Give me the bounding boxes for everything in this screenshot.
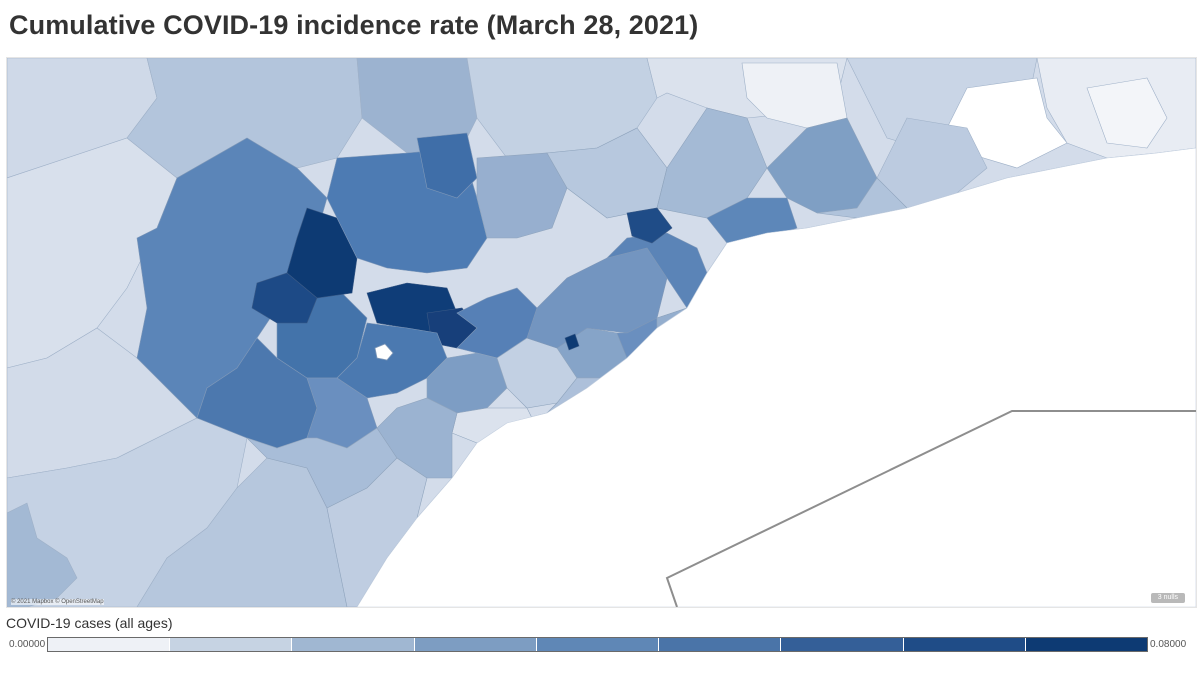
legend-swatch bbox=[291, 638, 414, 651]
region-etobicoke-north bbox=[336, 322, 448, 399]
region-southwest-2 bbox=[7, 502, 78, 607]
legend-swatch bbox=[780, 638, 903, 651]
legend-swatch bbox=[48, 638, 170, 651]
map-canvas[interactable] bbox=[7, 58, 1196, 607]
region-vaughan-2 bbox=[416, 132, 478, 199]
choropleth-map[interactable]: © 2021 Mapbox © OpenStreetMap 3 nulls bbox=[6, 57, 1197, 608]
legend-swatch bbox=[902, 638, 1025, 651]
lake-ontario bbox=[356, 147, 1196, 607]
region-scarborough-hot bbox=[626, 207, 673, 244]
legend-swatch bbox=[169, 638, 292, 651]
legend-title: COVID-19 cases (all ages) bbox=[6, 615, 173, 631]
legend-swatch bbox=[1024, 638, 1147, 651]
legend-swatch bbox=[535, 638, 659, 651]
legend-swatch bbox=[413, 638, 536, 651]
legend-swatch bbox=[658, 638, 781, 651]
boundary-line bbox=[665, 410, 1196, 607]
legend-max-label: 0.08000 bbox=[1150, 639, 1187, 650]
region-small-dark bbox=[564, 333, 580, 351]
region-lakeshore bbox=[376, 397, 458, 479]
region-durham-2 bbox=[816, 177, 908, 219]
null-area bbox=[374, 343, 394, 361]
region-north-10 bbox=[1086, 77, 1168, 149]
map-attribution[interactable]: © 2021 Mapbox © OpenStreetMap bbox=[11, 599, 104, 605]
color-legend[interactable] bbox=[47, 637, 1148, 652]
legend-min-label: 0.00000 bbox=[9, 639, 46, 650]
page-title: Cumulative COVID-19 incidence rate (Marc… bbox=[9, 10, 699, 40]
nulls-indicator[interactable]: 3 nulls bbox=[1150, 593, 1185, 603]
region-hotspot-2 bbox=[251, 272, 318, 324]
